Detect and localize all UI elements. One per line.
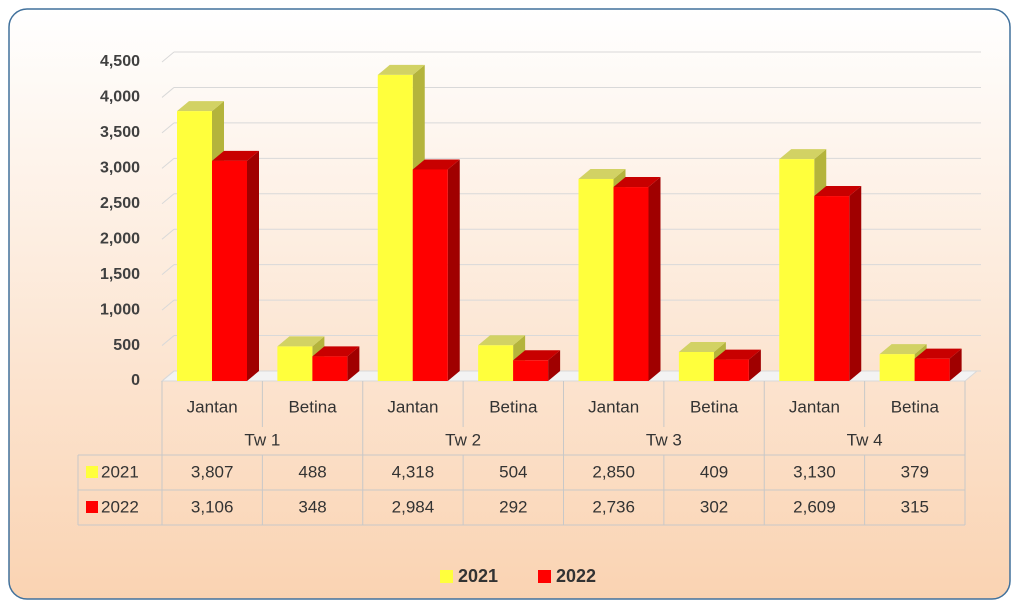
bar — [713, 359, 749, 381]
table-value: 302 — [700, 497, 728, 516]
table-series-name: 2021 — [101, 462, 139, 481]
bar — [779, 159, 815, 381]
bar-top — [814, 186, 862, 197]
table-value: 4,318 — [392, 462, 435, 481]
table-value: 315 — [901, 497, 929, 516]
bar — [578, 178, 614, 381]
grid-line-edge — [161, 193, 175, 205]
x-tick-label: Betina — [288, 397, 337, 416]
legend-label: 2021 — [458, 566, 498, 586]
table-series-name: 2022 — [101, 497, 139, 516]
bar-top — [377, 64, 425, 75]
bar — [412, 169, 448, 381]
bar — [177, 111, 212, 381]
table-value: 379 — [901, 462, 929, 481]
legend-key — [440, 570, 453, 583]
grid-line-edge — [161, 87, 175, 98]
bar-side — [648, 177, 661, 381]
bar — [814, 196, 850, 381]
table-value: 3,807 — [191, 462, 234, 481]
bar-top — [613, 177, 661, 188]
x-tick-label: Jantan — [588, 397, 639, 416]
y-tick-label: 0 — [131, 372, 140, 389]
y-tick-label: 3,000 — [100, 160, 140, 177]
bar — [914, 358, 950, 381]
table-value: 504 — [499, 462, 527, 481]
table-value: 292 — [499, 497, 527, 516]
bar-side — [447, 159, 460, 381]
y-tick-label: 2,500 — [100, 195, 140, 212]
bar — [212, 160, 247, 381]
y-tick-label: 4,500 — [100, 53, 140, 70]
group-label: Tw 1 — [244, 430, 280, 449]
group-label: Tw 3 — [646, 430, 682, 449]
bar — [277, 346, 313, 381]
y-tick-label: 500 — [113, 337, 140, 354]
bar — [513, 360, 549, 381]
grid-line-edge — [161, 264, 175, 276]
grid-line-edge — [161, 370, 175, 382]
table-value: 488 — [298, 462, 326, 481]
table-legend-key — [86, 501, 98, 513]
table-value: 409 — [700, 462, 728, 481]
grid-line-edge — [161, 157, 175, 169]
bar — [312, 356, 348, 381]
table-value: 2,984 — [392, 497, 435, 516]
bar-top — [212, 150, 259, 161]
table-legend-key — [86, 466, 98, 478]
bar-top — [312, 346, 360, 357]
bar-top — [914, 348, 962, 359]
x-tick-label: Jantan — [387, 397, 438, 416]
bar-top — [578, 168, 626, 179]
y-tick-label: 4,000 — [100, 89, 140, 106]
bar-top — [277, 336, 325, 347]
bar-top — [779, 149, 827, 160]
x-tick-label: Betina — [489, 397, 538, 416]
bar — [478, 345, 514, 381]
bar-side — [548, 350, 561, 381]
bar-top — [478, 335, 526, 346]
x-tick-label: Jantan — [789, 397, 840, 416]
y-tick-label: 2,000 — [100, 230, 140, 247]
grid-line-edge — [161, 51, 175, 63]
table-value: 2,850 — [592, 462, 635, 481]
grid-line-edge — [161, 335, 175, 346]
grid-line-edge — [161, 122, 175, 134]
bar-top — [513, 350, 561, 361]
table-value: 3,106 — [191, 497, 234, 516]
y-tick-label: 3,500 — [100, 124, 140, 141]
x-tick-label: Betina — [891, 397, 940, 416]
bar-side — [849, 186, 862, 381]
bar — [613, 187, 649, 381]
bar-top — [678, 342, 726, 353]
bar — [879, 354, 915, 381]
bar-side — [247, 150, 259, 381]
legend-label: 2022 — [556, 566, 596, 586]
grid-line-edge — [161, 299, 175, 311]
table-value: 2,609 — [793, 497, 836, 516]
bar-top — [412, 159, 460, 170]
legend-key — [538, 570, 551, 583]
chart-frame — [8, 8, 1011, 600]
table-value: 348 — [298, 497, 326, 516]
bar-top — [177, 101, 224, 112]
x-tick-label: Betina — [690, 397, 739, 416]
bar-top — [713, 349, 761, 360]
group-label: Tw 2 — [445, 430, 481, 449]
bar — [678, 352, 714, 381]
y-tick-label: 1,500 — [100, 266, 140, 283]
table-value: 2,736 — [592, 497, 635, 516]
bar-side — [748, 349, 761, 381]
bar-top — [879, 344, 927, 355]
grid-line-edge — [161, 228, 175, 240]
bar-side — [949, 348, 962, 381]
group-label: Tw 4 — [847, 430, 883, 449]
bar-side — [347, 346, 360, 381]
y-tick-label: 1,000 — [100, 301, 140, 318]
table-value: 3,130 — [793, 462, 836, 481]
bar — [377, 74, 413, 381]
x-tick-label: Jantan — [187, 397, 238, 416]
